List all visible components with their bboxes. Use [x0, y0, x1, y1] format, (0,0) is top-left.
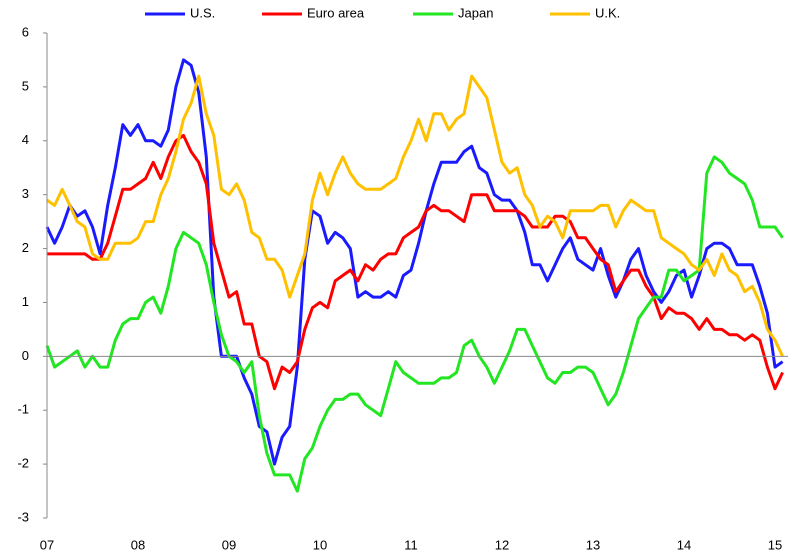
y-tick-label: 5 — [22, 78, 29, 93]
y-tick-label: 1 — [22, 294, 29, 309]
x-tick-label: 07 — [40, 537, 54, 552]
x-tick-label: 15 — [768, 537, 782, 552]
lines — [45, 58, 784, 493]
y-tick-label: 6 — [22, 24, 29, 39]
y-tick-label: 0 — [22, 348, 29, 363]
series-line — [45, 58, 784, 466]
x-tick-label: 09 — [222, 537, 236, 552]
x-tick-label: 14 — [677, 537, 691, 552]
series-line — [46, 74, 784, 357]
legend-label: U.K. — [595, 5, 620, 20]
series-line — [47, 133, 784, 391]
legend-label: U.S. — [190, 5, 215, 20]
x-tick-label: 11 — [404, 537, 418, 552]
x-tick-label: 10 — [313, 537, 327, 552]
x-tick-label: 08 — [131, 537, 145, 552]
y-tick-label: -2 — [17, 456, 29, 471]
y-tick-label: -1 — [17, 402, 29, 417]
y-tick-label: -3 — [17, 509, 29, 524]
y-tick-label: 3 — [22, 186, 29, 201]
x-tick-label: 13 — [586, 537, 600, 552]
legend-label: Euro area — [307, 5, 365, 20]
y-tick-label: 2 — [22, 240, 29, 255]
x-tick-label: 12 — [495, 537, 509, 552]
legend-label: Japan — [458, 5, 493, 20]
y-tick-label: 4 — [22, 132, 29, 147]
series-line — [45, 155, 784, 493]
